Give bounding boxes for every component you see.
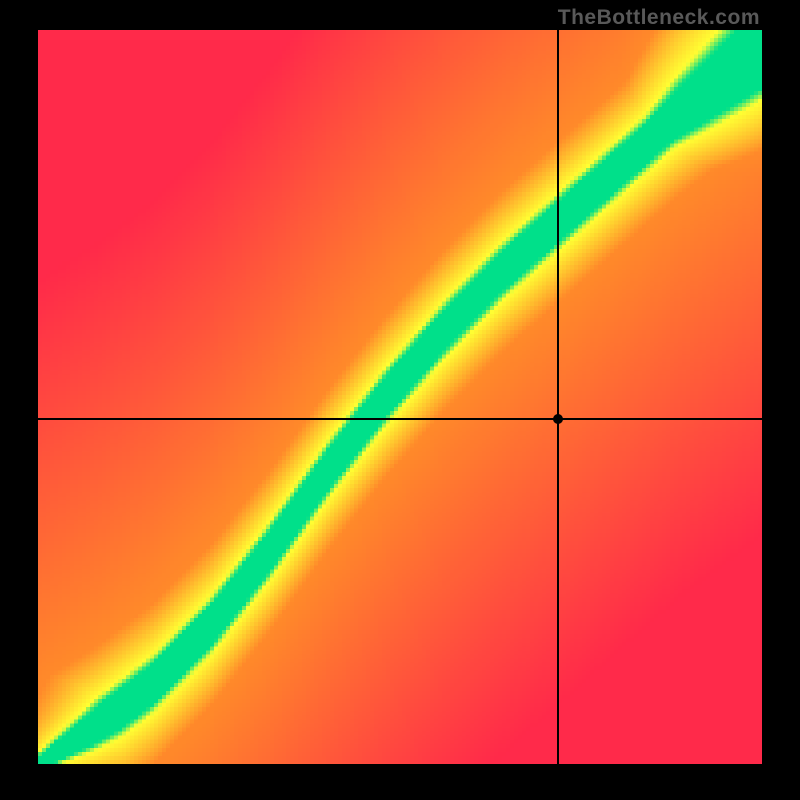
crosshair-horizontal [38, 418, 762, 420]
crosshair-vertical [557, 30, 559, 764]
watermark-text: TheBottleneck.com [558, 6, 760, 30]
heatmap-canvas [38, 30, 762, 764]
heatmap-plot [38, 30, 762, 764]
chart-container: TheBottleneck.com [0, 0, 800, 800]
crosshair-marker [553, 414, 563, 424]
